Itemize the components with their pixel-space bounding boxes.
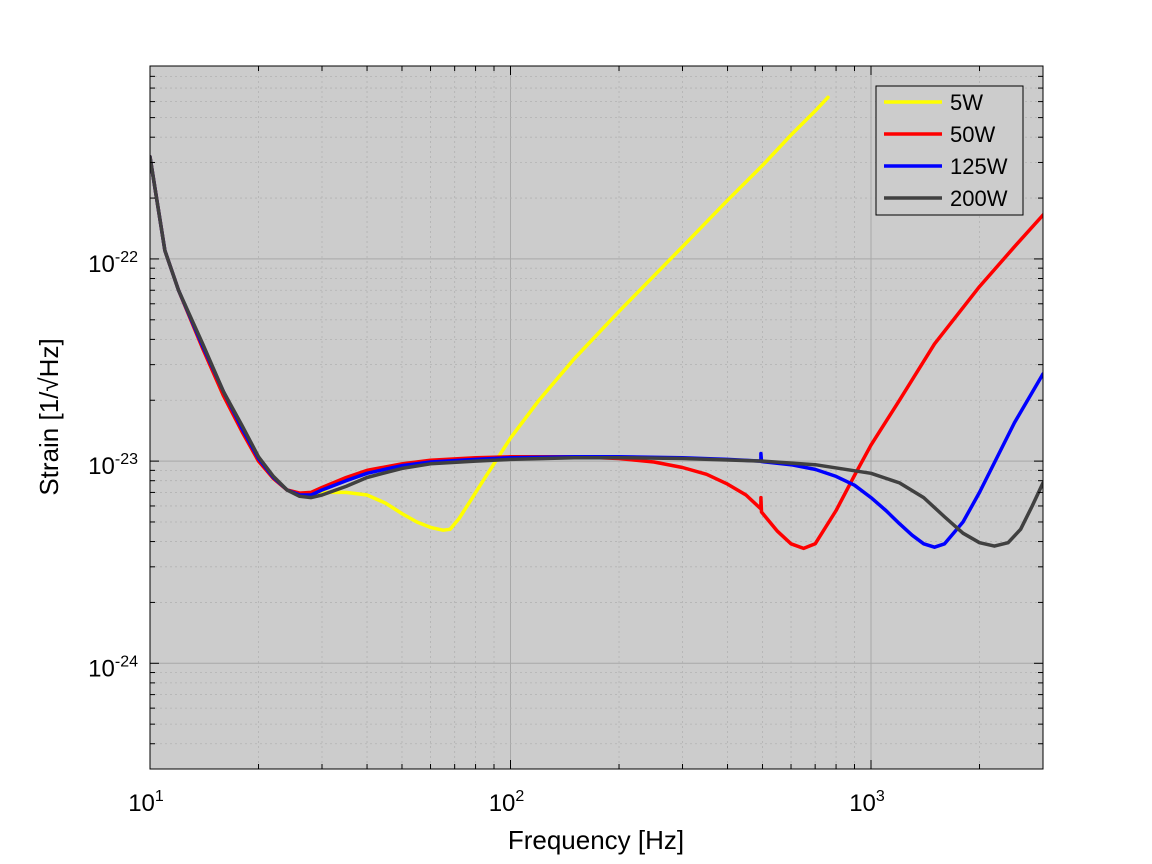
legend-label-5w: 5W	[950, 90, 983, 115]
y-tick-labels: 10-22 10-23 10-24	[88, 249, 138, 682]
legend-label-50w: 50W	[950, 122, 995, 147]
y-tick-label: 10-22	[88, 249, 138, 278]
x-axis-label: Frequency [Hz]	[508, 825, 684, 855]
series-lines	[150, 95, 1043, 551]
y-tick-label: 10-23	[88, 451, 138, 480]
x-tick-label: 102	[489, 788, 525, 817]
y-tick-label: 10-24	[88, 653, 138, 682]
x-tick-labels: 101 102 103	[128, 788, 885, 817]
x-tick-label: 103	[849, 788, 885, 817]
y-axis-label: Strain [1/√Hz]	[34, 338, 64, 495]
x-tick-label: 101	[128, 788, 164, 817]
legend: 5W 50W 125W 200W	[875, 85, 1024, 216]
grid-lines	[150, 66, 1043, 769]
axis-ticks	[149, 65, 1044, 770]
legend-label-200w: 200W	[950, 186, 1008, 211]
series-line-200w	[150, 155, 1043, 548]
legend-label-125w: 125W	[950, 154, 1008, 179]
legend-items: 5W 50W 125W 200W	[884, 90, 1008, 211]
plot-frame	[149, 65, 1044, 770]
legend-box	[875, 85, 1024, 216]
